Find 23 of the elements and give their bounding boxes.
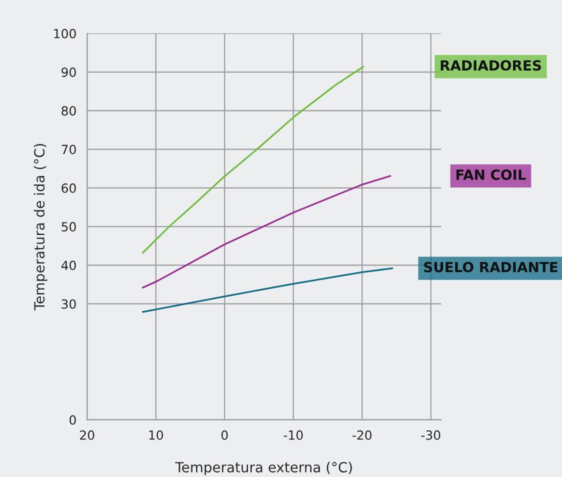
x-axis-title: Temperatura externa (°C) (175, 462, 352, 476)
x-tick-label: -20 (352, 430, 372, 440)
line-series (142, 66, 364, 254)
text: SUELO RADIANTE (424, 262, 558, 272)
y-tick-label: 40 (61, 260, 76, 270)
y-tick-label: 70 (62, 144, 76, 154)
text: RADIADORES (440, 60, 541, 71)
x-tick-label: 10 (149, 430, 163, 440)
text: FAN COIL (456, 169, 526, 180)
x-tick-label: -30 (421, 430, 440, 440)
y-tick-label: 80 (62, 106, 76, 116)
y-tick-label: 100 (54, 28, 76, 38)
x-tick-label: 20 (80, 430, 94, 440)
x-tick-label: -10 (284, 430, 303, 440)
line-series (142, 267, 394, 313)
y-tick-label: 50 (62, 222, 76, 232)
y-tick-label: 60 (62, 183, 76, 193)
line-series (142, 175, 392, 288)
y-axis-title: Temperatura de ida (°C) (34, 144, 48, 310)
y-tick-label: 30 (62, 299, 76, 309)
y-tick-label: 0 (70, 415, 76, 425)
x-tick-label: 0 (221, 430, 228, 440)
y-tick-label: 90 (62, 68, 76, 77)
